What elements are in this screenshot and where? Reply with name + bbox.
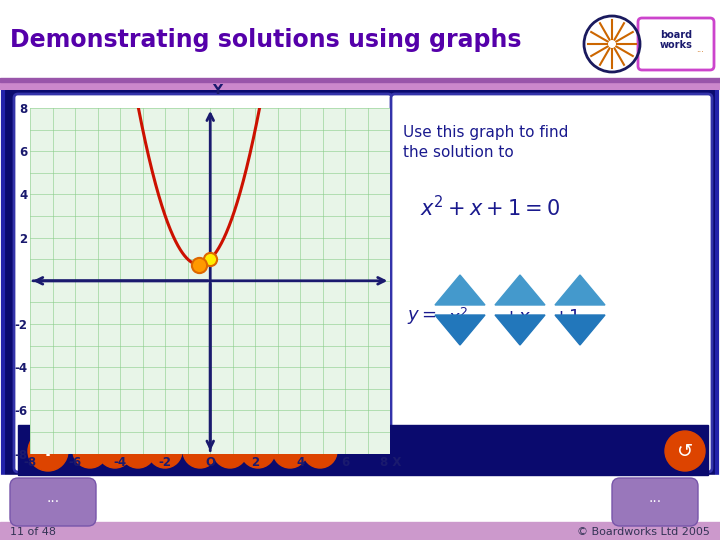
Text: ···: ··· [649,495,662,509]
Bar [18,425,708,475]
Bar [0,475,720,540]
Text: 11 of 48: 11 of 48 [10,527,56,537]
Bar [0,78,720,82]
FancyBboxPatch shape [3,85,717,480]
Polygon shape [495,315,545,345]
Text: ...: ... [696,45,704,55]
Circle shape [148,434,182,468]
FancyBboxPatch shape [638,18,714,70]
Polygon shape [495,275,545,305]
Text: $y =$: $y =$ [407,308,437,326]
Text: ···: ··· [46,495,60,509]
Text: $x^2$: $x^2$ [448,308,469,328]
FancyBboxPatch shape [14,94,392,472]
FancyBboxPatch shape [391,94,712,472]
Polygon shape [435,275,485,305]
Circle shape [121,434,155,468]
Circle shape [584,16,640,72]
Polygon shape [555,275,605,305]
Circle shape [28,431,68,471]
Text: $+ x$: $+ x$ [503,308,531,326]
Text: ↺: ↺ [677,442,693,461]
FancyBboxPatch shape [10,478,96,526]
Circle shape [241,434,275,468]
Bar [0,0,720,80]
Circle shape [98,434,132,468]
Circle shape [183,434,217,468]
Text: ?: ? [42,442,54,461]
Circle shape [665,431,705,471]
FancyBboxPatch shape [612,478,698,526]
Text: Use this graph to find
the solution to: Use this graph to find the solution to [403,125,568,160]
Circle shape [273,434,307,468]
FancyBboxPatch shape [0,78,720,90]
Text: $x^2 + x + 1 = 0$: $x^2 + x + 1 = 0$ [420,195,560,220]
Bar [0,522,720,540]
Point [193,260,204,269]
Text: board
works: board works [660,30,693,50]
Text: Y: Y [212,83,222,97]
Text: $+ 1$: $+ 1$ [553,308,580,326]
Text: © Boardworks Ltd 2005: © Boardworks Ltd 2005 [577,527,710,537]
Polygon shape [555,315,605,345]
Text: Demonstrating solutions using graphs: Demonstrating solutions using graphs [10,28,521,52]
Polygon shape [435,315,485,345]
Circle shape [73,434,107,468]
Circle shape [213,434,247,468]
Circle shape [303,434,337,468]
Point [204,255,216,264]
